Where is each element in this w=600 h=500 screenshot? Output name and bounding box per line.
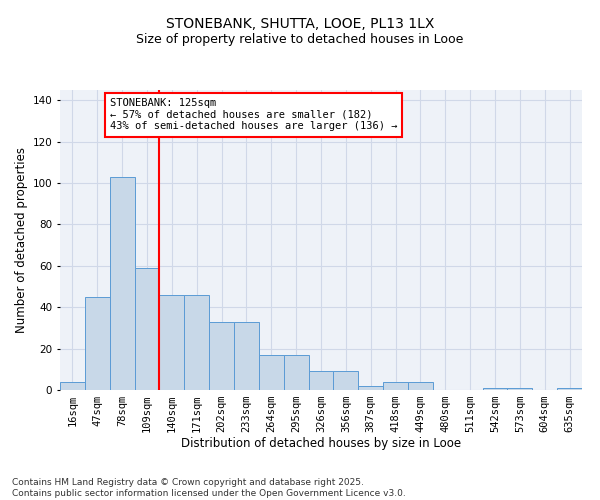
Bar	[308, 372, 334, 390]
Bar	[85, 297, 110, 390]
Bar	[284, 355, 308, 390]
Bar	[110, 177, 134, 390]
X-axis label: Distribution of detached houses by size in Looe: Distribution of detached houses by size …	[181, 436, 461, 450]
Bar	[184, 295, 209, 390]
Bar	[482, 388, 508, 390]
Bar	[508, 388, 532, 390]
Bar	[259, 355, 284, 390]
Bar	[557, 388, 582, 390]
Text: Contains HM Land Registry data © Crown copyright and database right 2025.
Contai: Contains HM Land Registry data © Crown c…	[12, 478, 406, 498]
Text: STONEBANK: 125sqm
← 57% of detached houses are smaller (182)
43% of semi-detache: STONEBANK: 125sqm ← 57% of detached hous…	[110, 98, 397, 132]
Bar	[334, 372, 358, 390]
Bar	[160, 295, 184, 390]
Bar	[134, 268, 160, 390]
Text: STONEBANK, SHUTTA, LOOE, PL13 1LX: STONEBANK, SHUTTA, LOOE, PL13 1LX	[166, 18, 434, 32]
Bar	[209, 322, 234, 390]
Bar	[383, 382, 408, 390]
Y-axis label: Number of detached properties: Number of detached properties	[16, 147, 28, 333]
Bar	[358, 386, 383, 390]
Bar	[234, 322, 259, 390]
Text: Size of property relative to detached houses in Looe: Size of property relative to detached ho…	[136, 32, 464, 46]
Bar	[60, 382, 85, 390]
Bar	[408, 382, 433, 390]
